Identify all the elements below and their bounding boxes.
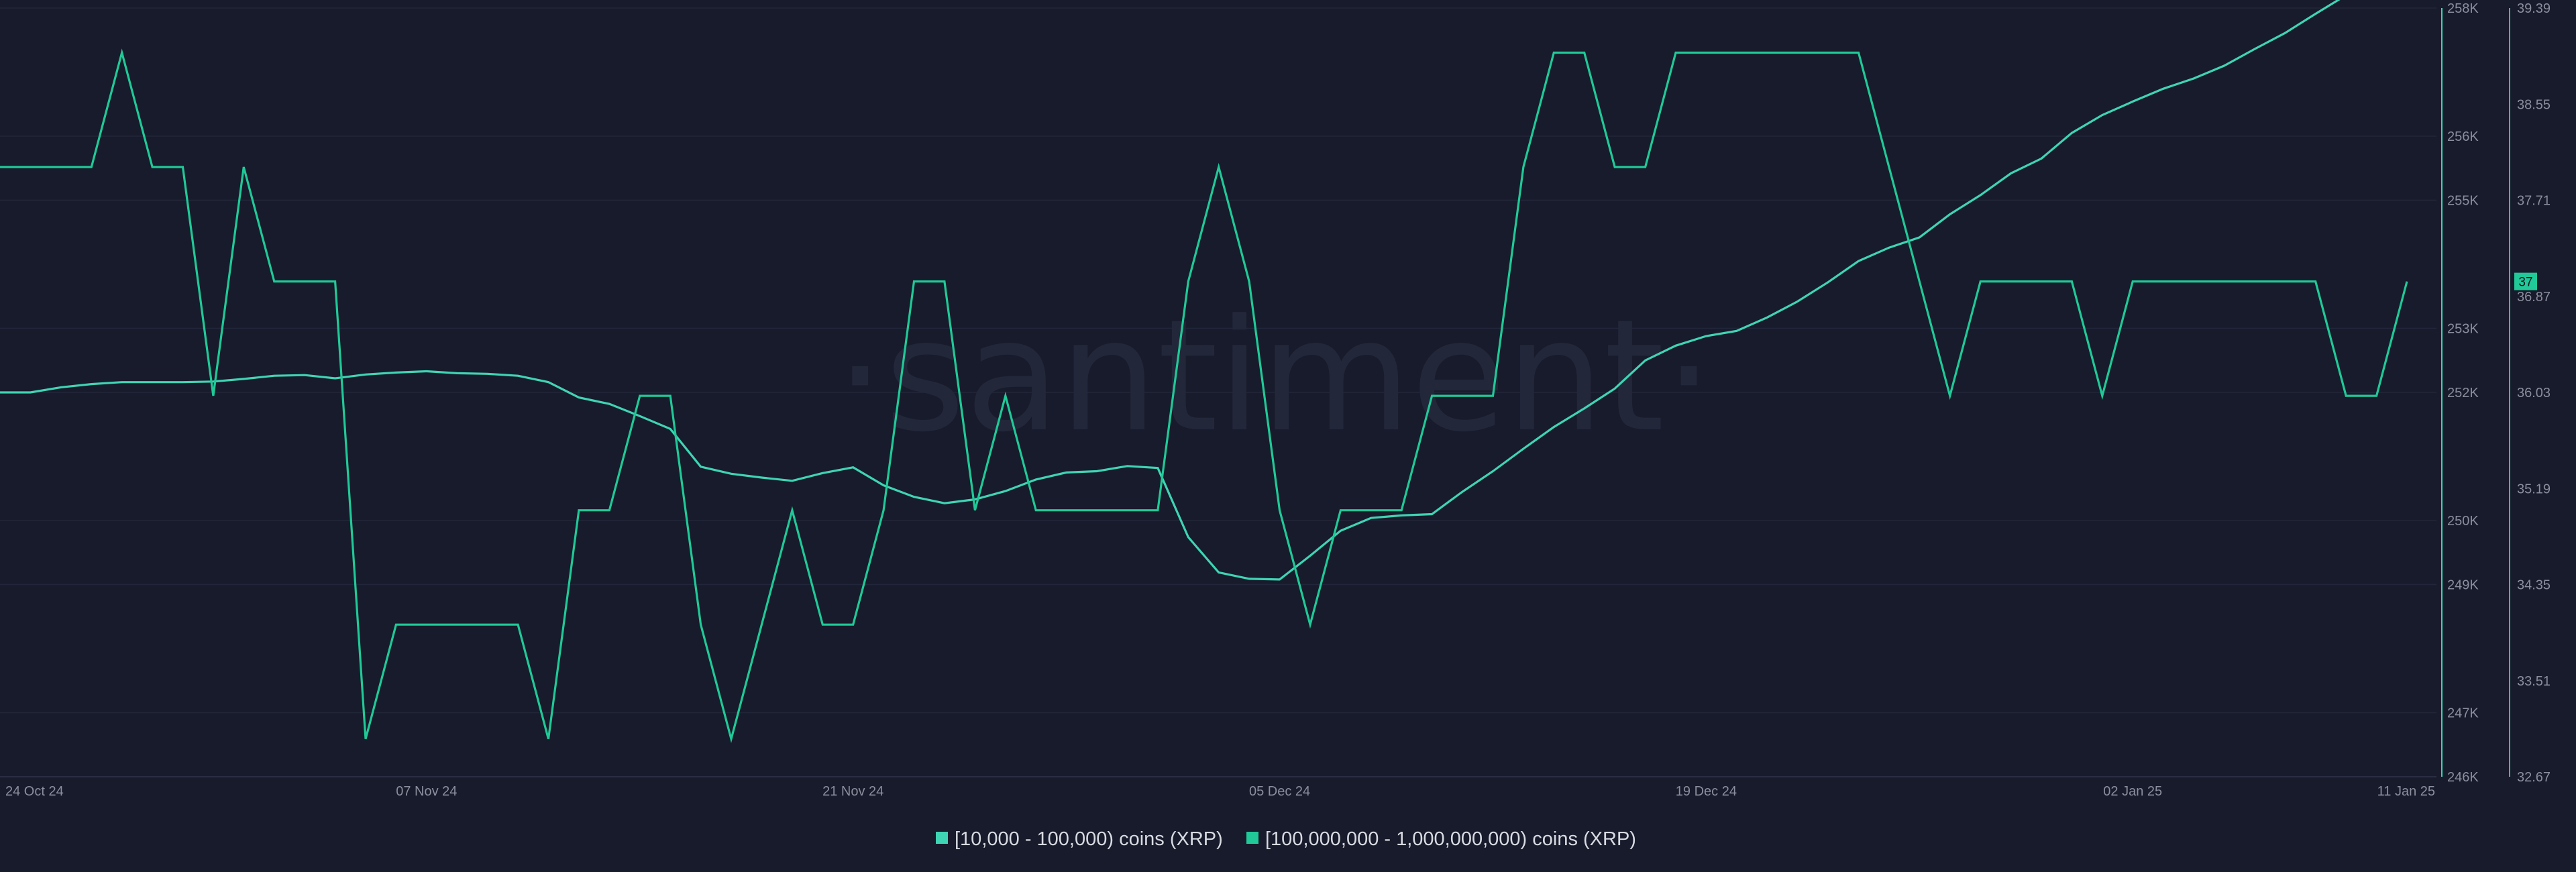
- left-y-tick-label: 247K: [2447, 706, 2479, 721]
- legend-swatch-1[interactable]: [936, 832, 948, 844]
- x-tick-label: 05 Dec 24: [1249, 784, 1310, 799]
- watermark: ·santiment·: [836, 287, 1713, 466]
- left-y-tick-label: 255K: [2447, 194, 2479, 209]
- left-y-tick-label: 250K: [2447, 514, 2479, 529]
- legend-swatch-2[interactable]: [1246, 832, 1258, 844]
- right-y-tick-label: 38.55: [2517, 97, 2551, 112]
- right-y-tick-label: 34.35: [2517, 578, 2551, 593]
- axes: [0, 8, 2510, 777]
- x-tick-label: 02 Jan 25: [2103, 784, 2162, 799]
- legend: [10,000 - 100,000) coins (XRP) [100,000,0…: [936, 828, 1636, 850]
- right-y-tick-label: 37.71: [2517, 194, 2551, 209]
- left-y-tick-label: 256K: [2447, 129, 2479, 144]
- right-y-tick-label: 33.51: [2517, 674, 2551, 689]
- last-value-badge-2: [2514, 272, 2537, 290]
- x-tick-label: 11 Jan 25: [2377, 784, 2435, 799]
- right-y-tick-label: 32.67: [2517, 770, 2551, 785]
- series-line-2: [0, 48, 2408, 743]
- tick-labels: 258K 256K 255K 253K 252K 250K 249K 247K 246K 39.3…: [5, 1, 2551, 799]
- x-tick-label: 21 Nov 24: [822, 784, 883, 799]
- right-y-tick-label: 35.19: [2517, 482, 2551, 496]
- right-y-tick-label: 36.03: [2517, 386, 2551, 400]
- x-tick-label: 19 Dec 24: [1676, 784, 1737, 799]
- x-tick-label: 07 Nov 24: [396, 784, 457, 799]
- left-y-tick-label: 246K: [2447, 770, 2479, 785]
- left-y-tick-label: 253K: [2447, 322, 2479, 337]
- last-value-badge-text: 37: [2518, 276, 2532, 290]
- right-y-tick-label: 39.39: [2517, 1, 2551, 16]
- series-line-1: [0, 0, 2341, 581]
- left-y-tick-label: 249K: [2447, 578, 2479, 593]
- last-value-badges: 255K37: [2514, 272, 2537, 290]
- legend-label-2[interactable]: [100,000,000 - 1,000,000,000) coins (XRP…: [1265, 828, 1636, 850]
- series-layer: [0, 0, 2408, 743]
- right-y-tick-label: 36.87: [2517, 290, 2551, 305]
- legend-label-1[interactable]: [10,000 - 100,000) coins (XRP): [955, 828, 1223, 850]
- left-y-tick-label: 252K: [2447, 386, 2479, 400]
- x-tick-label: 24 Oct 24: [5, 784, 64, 799]
- left-y-tick-label: 258K: [2447, 1, 2479, 16]
